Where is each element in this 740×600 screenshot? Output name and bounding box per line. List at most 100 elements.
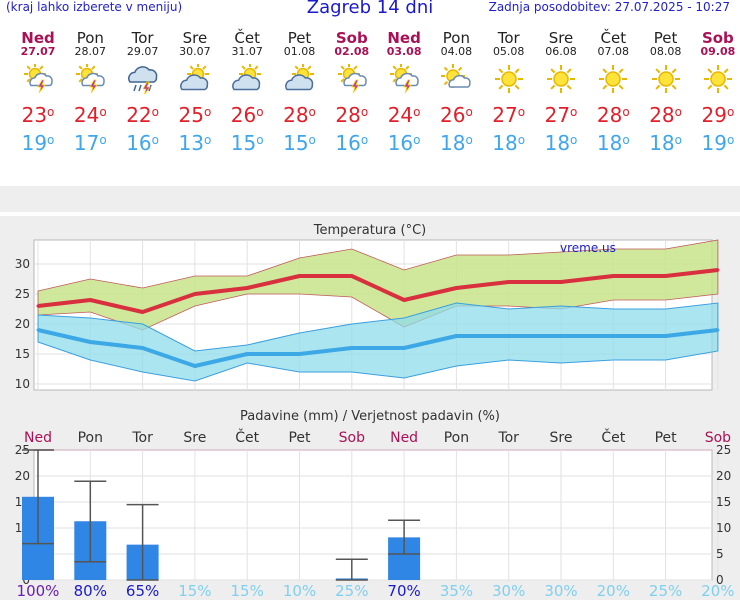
day-column: Sre 06.08 27o 18o [535, 30, 587, 154]
precipitation-probability: 15% [178, 582, 211, 600]
precipitation-probability: 30% [492, 582, 525, 600]
day-column: Čet 31.07 26o 15o [221, 30, 273, 154]
min-temperature: 18o [596, 131, 630, 155]
data-point [454, 334, 458, 338]
min-temperature: 16o [335, 131, 369, 155]
data-point [611, 274, 615, 278]
sun-icon [640, 64, 692, 94]
max-temperature: 22o [126, 103, 159, 127]
day-name: Sre [182, 29, 208, 47]
watermark: vreme.us [560, 241, 616, 255]
day-column: Pon 04.08 26o 18o [430, 30, 482, 154]
data-point [36, 304, 40, 308]
sun-cloud-lightning-icon [64, 64, 116, 94]
max-temperature: 24o [73, 103, 107, 127]
precipitation-title: Padavine (mm) / Verjetnost padavin (%) [240, 409, 500, 424]
page-header: (kraj lahko izberete v meniju) Zagreb 14… [0, 0, 740, 22]
sun-cloud-lightning-icon [326, 64, 378, 94]
data-point [402, 298, 406, 302]
y-tick-label: 10 [15, 377, 30, 391]
max-temperature: 26o [230, 103, 264, 127]
day-column: Tor 29.07 22o 16o [117, 30, 169, 154]
day-name: Ned [387, 29, 421, 47]
precipitation-probability: 15% [231, 582, 264, 600]
data-point [664, 334, 668, 338]
min-temperature: 19o [701, 131, 735, 155]
data-point [88, 340, 92, 344]
day-name: Pet [287, 29, 312, 47]
cloud-rain-lightning-icon [117, 64, 169, 94]
data-point [402, 346, 406, 350]
sun-icon [587, 64, 639, 94]
sun-icon [535, 64, 587, 94]
day-date: 08.08 [649, 45, 682, 58]
precipitation-day-label: Čet [235, 428, 259, 446]
sun-small-cloud-icon [430, 64, 482, 94]
precipitation-day-label: Sre [183, 430, 206, 446]
day-column: Pon 28.07 24o 17o [64, 30, 116, 154]
location-hint[interactable]: (kraj lahko izberete v meniju) [6, 0, 183, 14]
y-tick-label: 30 [15, 257, 30, 271]
precipitation-day-label: Pet [288, 430, 311, 446]
precipitation-day-label: Sob [339, 430, 365, 446]
data-point [350, 346, 354, 350]
day-name: Čet [234, 29, 260, 47]
max-temperature: 23o [21, 103, 55, 127]
day-date: 31.07 [231, 45, 263, 58]
data-point [559, 334, 563, 338]
day-name: Pon [442, 29, 470, 47]
day-date: 29.07 [126, 45, 159, 58]
y-tick-label: 15 [15, 347, 30, 361]
y-tick-label-right: 20 [716, 469, 731, 483]
precipitation-day-label: Sre [550, 430, 573, 446]
min-temperature: 15o [230, 131, 264, 155]
sun-icon [692, 64, 740, 94]
precipitation-probability: 25% [649, 582, 682, 600]
y-tick-label-right: 10 [716, 521, 731, 535]
sun-cloud-icon [221, 64, 273, 94]
data-point [716, 268, 720, 272]
precipitation-day-label: Pon [78, 430, 103, 446]
max-temperature: 26o [439, 103, 473, 127]
data-point [36, 328, 40, 332]
min-temperature: 13o [178, 131, 212, 155]
min-temperature: 18o [649, 131, 682, 155]
precipitation-probability: 35% [440, 582, 473, 600]
day-date: 01.08 [283, 45, 316, 58]
precipitation-probability: 30% [544, 582, 577, 600]
precipitation-day-label: Čet [601, 428, 625, 446]
precipitation-probability: 25% [335, 582, 368, 600]
min-temperature: 19o [21, 131, 55, 155]
day-name: Sob [335, 29, 368, 47]
y-tick-label-right: 15 [716, 495, 731, 509]
day-column: Sob 09.08 29o 19o [692, 30, 740, 154]
precipitation-day-label: Tor [497, 430, 519, 446]
y-tick-label-right: 5 [716, 547, 724, 561]
day-date: 09.08 [700, 45, 736, 58]
data-point [298, 274, 301, 278]
last-update: Zadnja posodobitev: 27.07.2025 - 10:27 [488, 0, 730, 14]
precipitation-probability: 100% [17, 582, 60, 600]
day-date: 07.08 [597, 45, 630, 58]
max-temperature: 29o [701, 103, 735, 127]
day-date: 27.07 [20, 45, 56, 58]
data-point [454, 286, 458, 290]
precipitation-day-label: Ned [24, 430, 52, 446]
forecast-charts: 10 15 20 25 30 Temperatura (°C) vreme.us Padavi… [15, 223, 735, 600]
max-temperature: 28o [283, 103, 316, 127]
sun-cloud-lightning-icon [12, 64, 64, 94]
data-point [559, 280, 563, 284]
day-date: 03.08 [386, 45, 422, 58]
precipitation-day-label: Pon [444, 430, 469, 446]
day-column: Sre 30.07 25o 13o [169, 30, 221, 154]
temperature-title: Temperatura (°C) [313, 223, 426, 238]
data-point [141, 346, 145, 350]
daily-forecast-strip: Ned 27.07 23o 19o Pon 28.07 24o 17o Tor 29.07 22o 1… [0, 30, 740, 170]
sun-cloud-icon [274, 64, 326, 94]
precipitation-probability: 70% [387, 582, 420, 600]
precipitation-day-label: Sob [705, 430, 731, 446]
sun-cloud-lightning-icon [378, 64, 430, 94]
y-tick-label: 20 [15, 317, 30, 331]
max-temperature: 28o [596, 103, 630, 127]
min-temperature: 16o [126, 131, 159, 155]
